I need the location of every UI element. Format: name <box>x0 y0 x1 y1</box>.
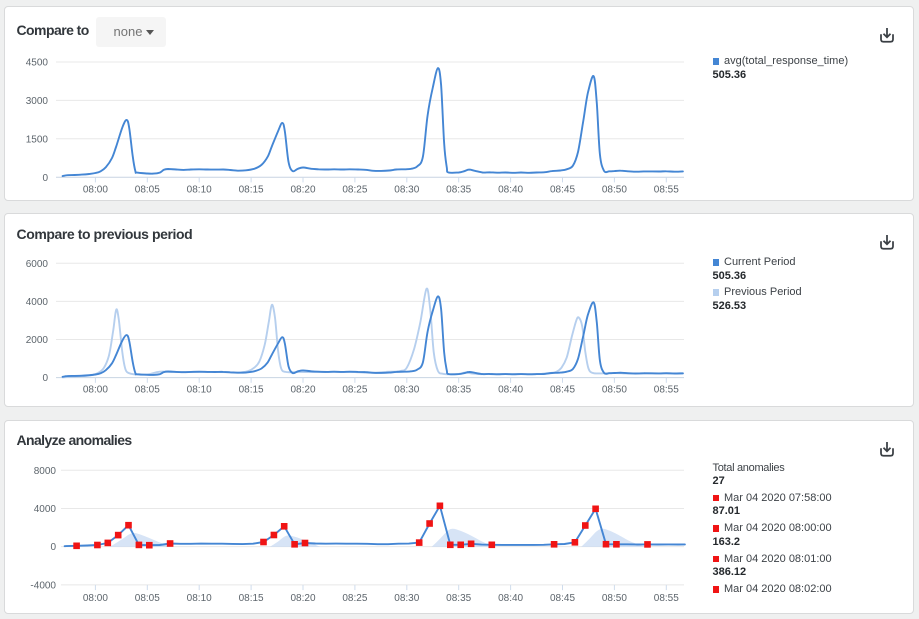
svg-text:08:25: 08:25 <box>342 385 367 396</box>
svg-text:08:35: 08:35 <box>446 185 471 196</box>
svg-text:08:00: 08:00 <box>83 185 108 196</box>
svg-text:08:05: 08:05 <box>135 185 160 196</box>
svg-text:4000: 4000 <box>26 297 49 308</box>
svg-text:08:55: 08:55 <box>654 593 679 604</box>
svg-text:08:45: 08:45 <box>550 185 575 196</box>
svg-text:0: 0 <box>42 373 48 384</box>
svg-text:08:55: 08:55 <box>654 385 679 396</box>
svg-text:08:45: 08:45 <box>550 593 575 604</box>
svg-text:08:05: 08:05 <box>135 593 160 604</box>
svg-text:08:05: 08:05 <box>135 385 160 396</box>
svg-text:2000: 2000 <box>26 335 49 346</box>
svg-text:1500: 1500 <box>26 134 49 145</box>
svg-text:08:30: 08:30 <box>394 385 419 396</box>
svg-text:08:00: 08:00 <box>83 593 108 604</box>
svg-text:08:25: 08:25 <box>342 593 367 604</box>
svg-text:-4000: -4000 <box>30 581 56 592</box>
svg-text:4000: 4000 <box>34 504 57 515</box>
svg-text:08:45: 08:45 <box>550 385 575 396</box>
svg-text:08:10: 08:10 <box>187 385 212 396</box>
svg-text:08:15: 08:15 <box>239 385 264 396</box>
svg-text:08:50: 08:50 <box>602 385 627 396</box>
svg-text:08:30: 08:30 <box>394 185 419 196</box>
svg-text:08:15: 08:15 <box>239 593 264 604</box>
svg-text:08:55: 08:55 <box>654 185 679 196</box>
svg-text:08:35: 08:35 <box>446 385 471 396</box>
svg-text:08:15: 08:15 <box>239 185 264 196</box>
svg-text:08:50: 08:50 <box>602 593 627 604</box>
svg-text:0: 0 <box>42 173 48 184</box>
svg-text:6000: 6000 <box>26 259 49 270</box>
svg-text:08:10: 08:10 <box>187 593 212 604</box>
svg-text:3000: 3000 <box>26 96 49 107</box>
svg-text:08:25: 08:25 <box>342 185 367 196</box>
svg-text:08:40: 08:40 <box>498 385 523 396</box>
svg-text:08:30: 08:30 <box>394 593 419 604</box>
svg-text:08:50: 08:50 <box>602 185 627 196</box>
svg-text:4500: 4500 <box>26 58 49 69</box>
svg-text:08:10: 08:10 <box>187 185 212 196</box>
svg-text:08:40: 08:40 <box>498 593 523 604</box>
svg-text:0: 0 <box>50 542 56 553</box>
svg-text:08:20: 08:20 <box>290 185 315 196</box>
svg-text:08:35: 08:35 <box>446 593 471 604</box>
svg-text:08:00: 08:00 <box>83 385 108 396</box>
svg-text:8000: 8000 <box>34 466 57 477</box>
svg-text:08:20: 08:20 <box>290 593 315 604</box>
svg-text:08:40: 08:40 <box>498 185 523 196</box>
svg-text:08:20: 08:20 <box>290 385 315 396</box>
